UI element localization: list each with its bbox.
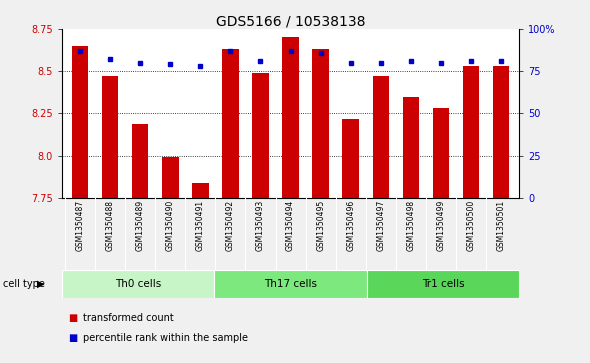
Text: GSM1350496: GSM1350496: [346, 200, 355, 251]
Bar: [102, 76, 119, 198]
Bar: [72, 46, 88, 198]
Bar: [367, 270, 519, 298]
Text: Th17 cells: Th17 cells: [264, 279, 317, 289]
Bar: [463, 66, 479, 198]
Text: percentile rank within the sample: percentile rank within the sample: [83, 333, 248, 343]
Bar: [282, 37, 299, 198]
Bar: [432, 109, 449, 198]
Text: GSM1350489: GSM1350489: [136, 200, 145, 251]
Text: GSM1350490: GSM1350490: [166, 200, 175, 251]
Text: Tr1 cells: Tr1 cells: [422, 279, 464, 289]
Text: GSM1350500: GSM1350500: [467, 200, 476, 251]
Text: ▶: ▶: [37, 279, 44, 289]
Bar: [342, 118, 359, 198]
Text: GSM1350487: GSM1350487: [76, 200, 84, 251]
Text: GSM1350491: GSM1350491: [196, 200, 205, 251]
Bar: [162, 157, 179, 198]
Bar: [252, 73, 269, 198]
Bar: [214, 270, 367, 298]
Bar: [402, 97, 419, 198]
Text: GSM1350488: GSM1350488: [106, 200, 114, 251]
Text: ■: ■: [68, 333, 77, 343]
Text: GSM1350499: GSM1350499: [437, 200, 445, 251]
Bar: [493, 66, 509, 198]
Text: GDS5166 / 10538138: GDS5166 / 10538138: [216, 15, 365, 29]
Text: cell type: cell type: [3, 279, 45, 289]
Text: Th0 cells: Th0 cells: [115, 279, 161, 289]
Bar: [192, 183, 209, 198]
Text: GSM1350492: GSM1350492: [226, 200, 235, 251]
Text: GSM1350501: GSM1350501: [497, 200, 506, 251]
Text: GSM1350498: GSM1350498: [407, 200, 415, 251]
Bar: [62, 270, 214, 298]
Bar: [312, 49, 329, 198]
Text: GSM1350497: GSM1350497: [376, 200, 385, 251]
Bar: [372, 76, 389, 198]
Text: transformed count: transformed count: [83, 313, 173, 323]
Text: GSM1350495: GSM1350495: [316, 200, 325, 251]
Bar: [132, 123, 149, 198]
Text: GSM1350493: GSM1350493: [256, 200, 265, 251]
Text: ■: ■: [68, 313, 77, 323]
Text: GSM1350494: GSM1350494: [286, 200, 295, 251]
Bar: [222, 49, 239, 198]
